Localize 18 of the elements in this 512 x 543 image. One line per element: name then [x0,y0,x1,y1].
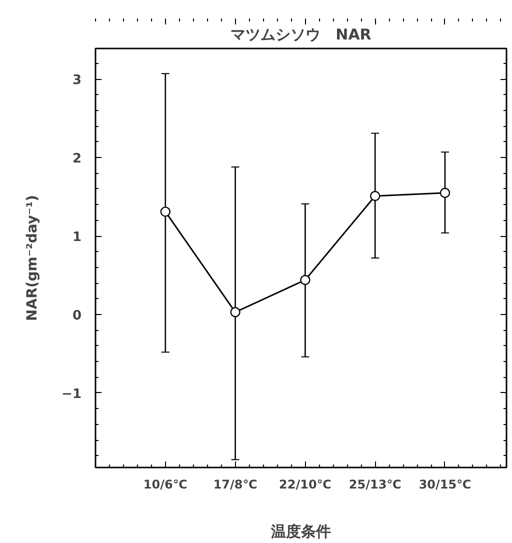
point [230,307,240,318]
y-tick-label: 1 [72,230,82,246]
x-tick-label: 17/8℃ [213,478,258,492]
x-tick-label: 25/13℃ [348,478,402,492]
point [160,206,170,217]
x-axis-title: 温度条件 [270,522,331,540]
point [300,274,310,286]
y-tick-label: 2 [72,152,82,167]
y-tick-label: 3 [72,73,82,88]
chart-title: マツムシソウ NAR [230,26,372,44]
y-tick-label: −1 [62,386,82,402]
x-tick-label: 22/10℃ [279,478,332,492]
point [370,190,380,202]
x-tick-label: 30/15℃ [418,478,472,492]
x-tick-label: 10/6℃ [143,478,188,492]
y-axis-title: NAR(gm⁻²day⁻¹) [24,195,41,321]
y-tick-label: 0 [72,308,82,324]
point [440,188,450,198]
